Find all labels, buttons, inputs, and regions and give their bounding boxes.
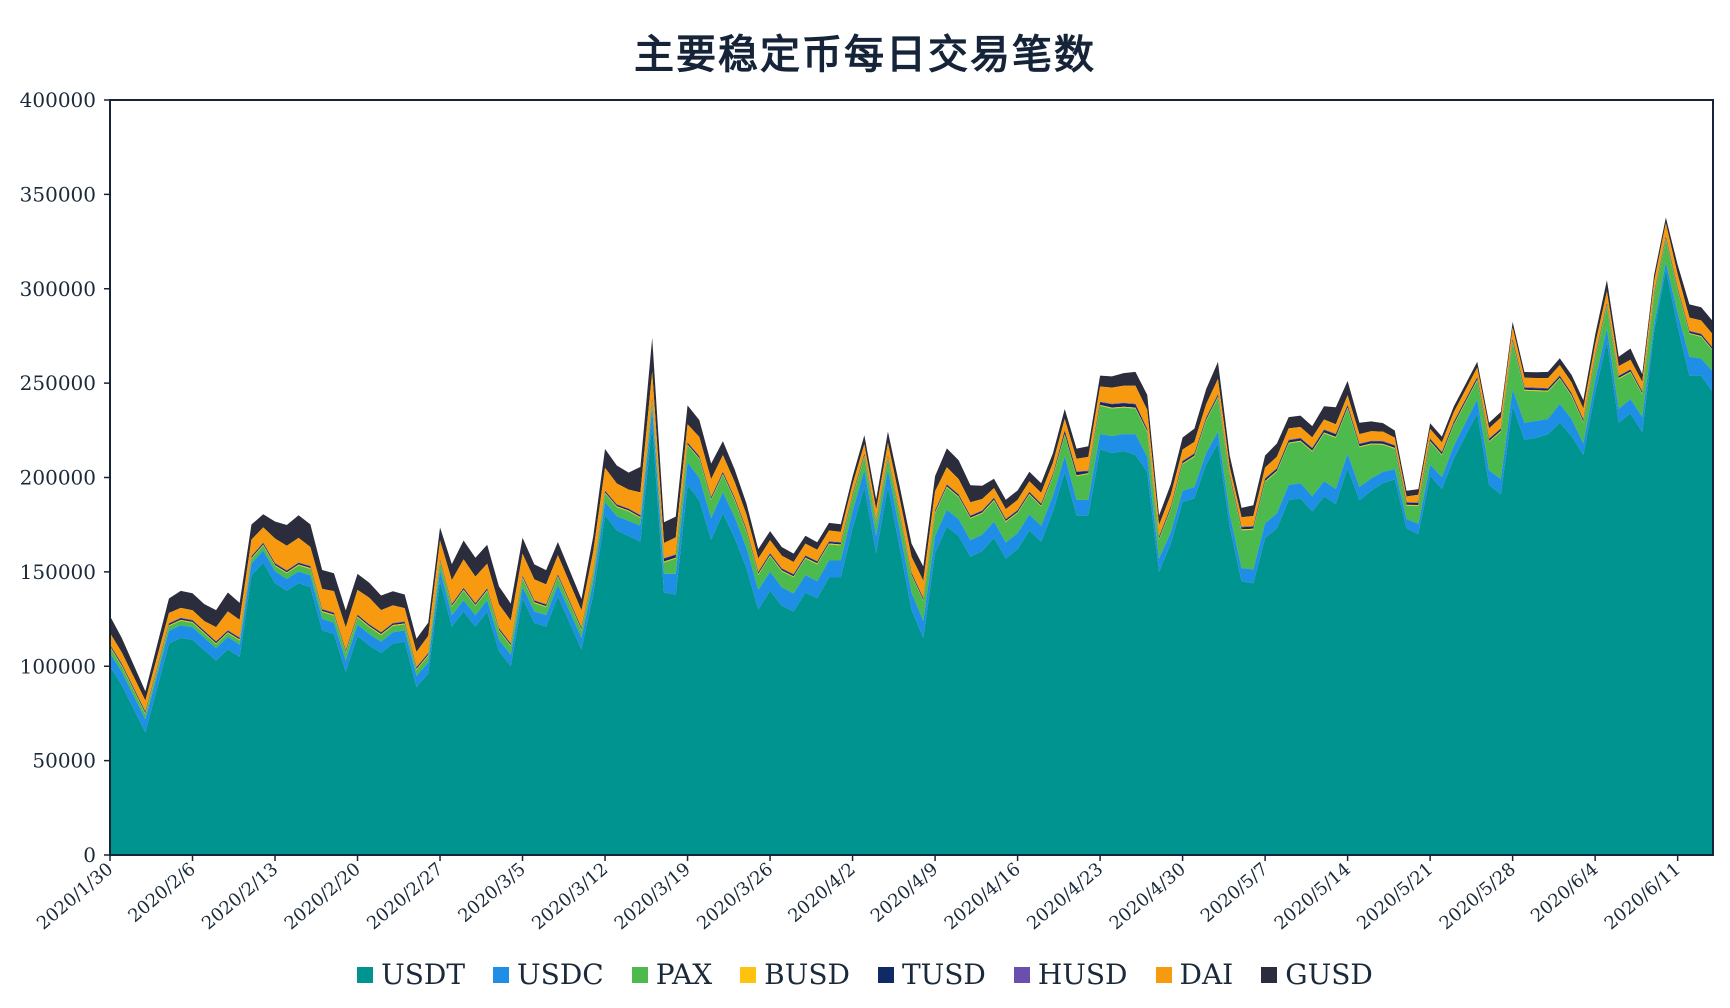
legend-label: PAX bbox=[655, 958, 713, 991]
legend-item-usdc: USDC bbox=[493, 958, 604, 991]
chart-legend: USDT USDC PAX BUSD TUSD HUSD DAI GUSD bbox=[0, 958, 1730, 991]
legend-swatch bbox=[493, 966, 510, 983]
y-tick-label: 100000 bbox=[20, 654, 96, 678]
x-tick-label: 2020/4/9 bbox=[867, 859, 942, 927]
legend-item-pax: PAX bbox=[631, 958, 713, 991]
x-tick-label: 2020/4/23 bbox=[1023, 859, 1107, 934]
x-tick-label: 2020/6/11 bbox=[1601, 859, 1685, 934]
legend-label: BUSD bbox=[764, 958, 850, 991]
legend-item-usdt: USDT bbox=[357, 958, 465, 991]
legend-label: HUSD bbox=[1037, 958, 1128, 991]
y-tick-label: 300000 bbox=[20, 277, 96, 301]
y-tick-label: 400000 bbox=[20, 88, 96, 112]
y-tick-label: 350000 bbox=[20, 182, 96, 206]
x-tick-label: 2020/3/12 bbox=[528, 859, 612, 934]
x-tick-label: 2020/5/21 bbox=[1353, 859, 1437, 934]
y-tick-label: 50000 bbox=[32, 749, 96, 773]
x-tick-label: 2020/2/20 bbox=[281, 859, 365, 934]
legend-swatch bbox=[1261, 966, 1278, 983]
legend-label: TUSD bbox=[901, 958, 986, 991]
x-tick-label: 2020/3/5 bbox=[454, 859, 529, 927]
legend-item-tusd: TUSD bbox=[877, 958, 986, 991]
legend-item-gusd: GUSD bbox=[1261, 958, 1373, 991]
x-tick-label: 2020/2/6 bbox=[124, 859, 199, 927]
x-tick-label: 2020/1/30 bbox=[33, 859, 117, 934]
x-tick-label: 2020/2/27 bbox=[363, 859, 447, 934]
legend-item-dai: DAI bbox=[1155, 958, 1234, 991]
x-tick-label: 2020/3/26 bbox=[693, 859, 777, 934]
x-tick-label: 2020/4/30 bbox=[1106, 859, 1190, 934]
chart-title: 主要稳定币每日交易笔数 bbox=[634, 32, 1096, 78]
areas-layer bbox=[110, 217, 1713, 855]
x-tick-label: 2020/5/7 bbox=[1197, 859, 1272, 927]
y-tick-label: 150000 bbox=[20, 560, 96, 584]
x-tick-label: 2020/5/28 bbox=[1436, 859, 1520, 934]
x-tick-label: 2020/4/2 bbox=[784, 859, 859, 927]
legend-item-busd: BUSD bbox=[740, 958, 850, 991]
x-tick-label: 2020/6/4 bbox=[1527, 859, 1602, 927]
legend-label: USDT bbox=[381, 958, 466, 991]
legend-swatch bbox=[631, 966, 648, 983]
area-series-usdt bbox=[110, 269, 1713, 855]
x-tick-label: 2020/4/16 bbox=[941, 859, 1025, 934]
x-tick-label: 2020/3/19 bbox=[611, 859, 695, 934]
y-tick-label: 0 bbox=[83, 843, 96, 867]
legend-item-husd: HUSD bbox=[1013, 958, 1128, 991]
legend-label: USDC bbox=[517, 958, 604, 991]
legend-swatch bbox=[877, 966, 894, 983]
x-tick-label: 2020/2/13 bbox=[198, 859, 282, 934]
legend-label: GUSD bbox=[1285, 958, 1373, 991]
x-tick-label: 2020/5/14 bbox=[1271, 859, 1355, 934]
legend-swatch bbox=[357, 966, 374, 983]
legend-swatch bbox=[1155, 966, 1172, 983]
legend-label: DAI bbox=[1179, 958, 1234, 991]
y-tick-label: 200000 bbox=[20, 466, 96, 490]
y-tick-label: 250000 bbox=[20, 371, 96, 395]
legend-swatch bbox=[740, 966, 757, 983]
legend-swatch bbox=[1013, 966, 1030, 983]
